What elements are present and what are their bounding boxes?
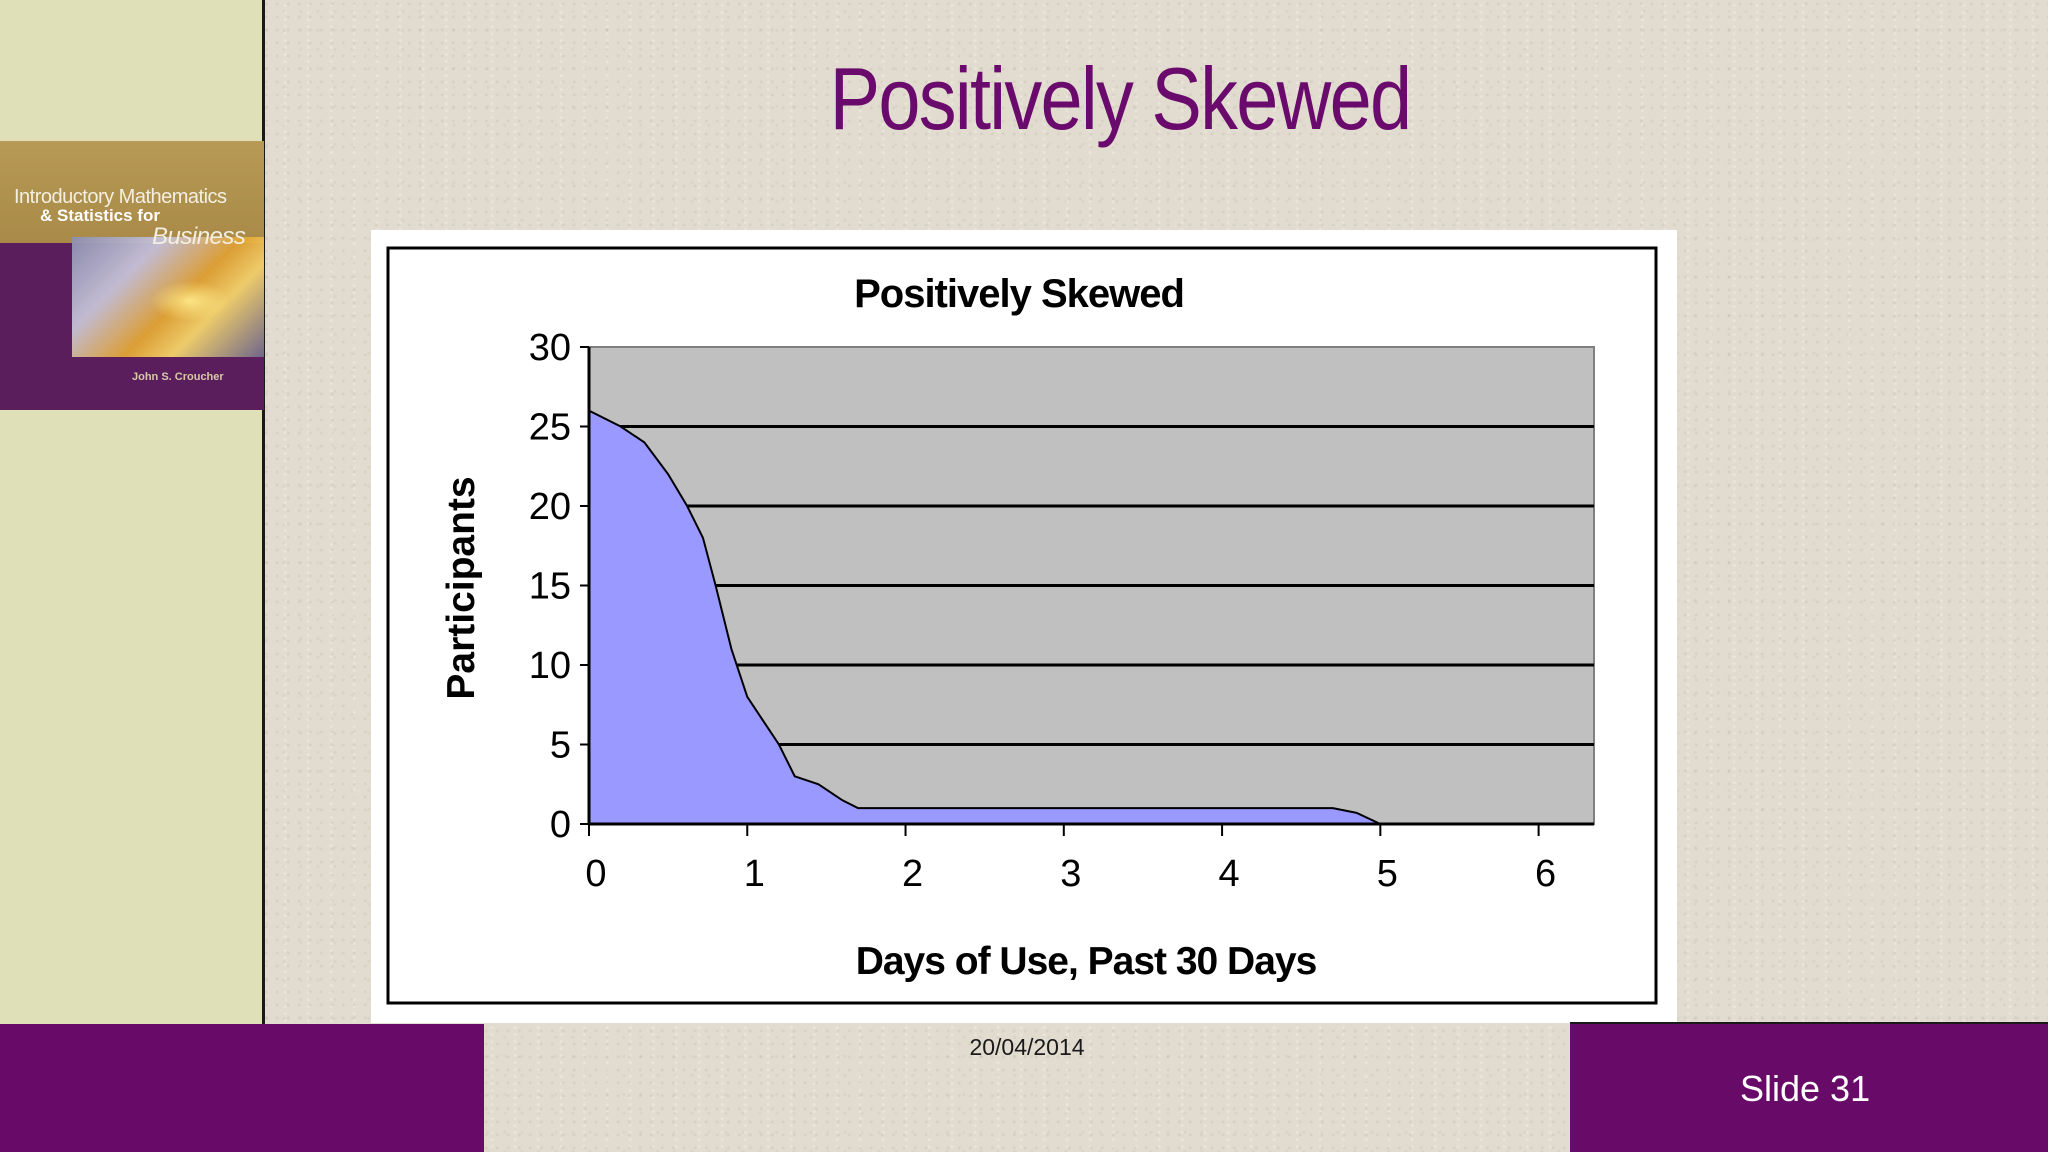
slide-number: Slide 31	[1740, 1068, 1871, 1109]
footer-right-top-line	[1570, 1022, 2048, 1025]
x-tick-label: 5	[1377, 853, 1398, 895]
x-axis-ticks: 0 1 2 3 4 5 6	[585, 824, 1556, 895]
y-tick-label: 5	[550, 725, 571, 767]
book-cover-author: John S. Croucher	[132, 371, 224, 383]
x-tick-label: 6	[1535, 853, 1556, 895]
sidebar-divider	[262, 0, 265, 1024]
slide-title: Positively Skewed	[829, 49, 1412, 148]
chart-svg: Positively Skewed 0 5 10 15 20 25 30 0 1 2 3 4 5 6 D…	[386, 246, 1658, 1005]
y-tick-label: 30	[529, 327, 571, 369]
y-tick-label: 20	[529, 486, 571, 528]
y-axis-label: Participants	[440, 476, 483, 699]
book-cover-glare	[150, 281, 230, 321]
chart-container: Positively Skewed 0 5 10 15 20 25 30 0 1 2 3 4 5 6 D…	[371, 230, 1677, 1023]
footer-left-band	[0, 1024, 484, 1152]
y-tick-label: 25	[529, 407, 571, 449]
y-tick-label: 15	[529, 566, 571, 608]
y-tick-label: 10	[529, 645, 571, 687]
footer-date: 20/04/2014	[969, 1034, 1085, 1060]
book-cover-title-line2: & Statistics for	[40, 206, 160, 225]
x-tick-label: 2	[902, 853, 923, 895]
book-cover-title-line3: Business	[152, 223, 246, 250]
book-cover-image: Introductory Mathematics & Statistics fo…	[0, 141, 264, 410]
x-tick-label: 4	[1219, 853, 1240, 895]
chart-title: Positively Skewed	[854, 272, 1184, 316]
x-tick-label: 0	[585, 853, 606, 895]
footer-right-band	[1570, 1024, 2048, 1152]
book-cover-title-line1: Introductory Mathematics	[14, 186, 227, 208]
y-tick-label: 0	[550, 804, 571, 846]
series-area	[588, 408, 1381, 825]
y-axis-ticks: 0 5 10 15 20 25 30	[529, 327, 589, 846]
x-axis-label: Days of Use, Past 30 Days	[856, 940, 1317, 983]
x-tick-label: 1	[744, 853, 765, 895]
x-tick-label: 3	[1060, 853, 1081, 895]
